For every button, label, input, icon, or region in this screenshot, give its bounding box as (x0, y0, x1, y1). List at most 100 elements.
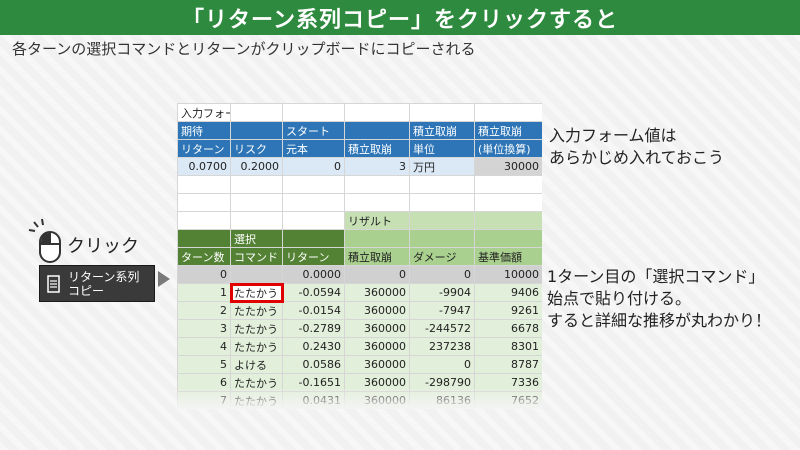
result-title: リザルト (344, 211, 410, 230)
table-cell[interactable]: -244572 (409, 319, 475, 338)
empty-cell (344, 193, 410, 212)
table-cell[interactable]: たたかう (230, 301, 283, 320)
form-value-cell[interactable]: 0.0700 (177, 157, 231, 176)
form-header-cell: 積立取崩 (474, 121, 542, 140)
table-cell[interactable]: -9904 (409, 283, 475, 302)
table-cell[interactable]: 9406 (474, 283, 542, 302)
form-value-cell[interactable]: 万円 (409, 157, 475, 176)
table-cell[interactable]: 360000 (344, 355, 410, 374)
form-value-cell[interactable]: 30000 (474, 157, 542, 176)
form-header-cell: 単位 (409, 139, 475, 158)
form-header-cell: 積立取崩 (409, 121, 475, 140)
table-cell[interactable]: 8787 (474, 355, 542, 374)
table-row: 5 よける 0.0586 360000 0 8787 (177, 355, 542, 374)
empty-cell (282, 211, 345, 230)
table-cell[interactable]: 0 (177, 265, 231, 284)
table-cell[interactable]: たたかう (230, 337, 283, 356)
arrow-right-icon (158, 271, 170, 287)
table-cell[interactable]: 2 (177, 301, 231, 320)
document-icon (40, 274, 68, 294)
table-cell[interactable]: -7947 (409, 301, 475, 320)
form-value-cell[interactable]: 0.2000 (230, 157, 283, 176)
table-cell[interactable]: 6678 (474, 319, 542, 338)
table-cell[interactable]: よける (230, 355, 283, 374)
empty-cell (474, 229, 542, 248)
result-title-row: リザルト (177, 211, 542, 230)
click-label: クリック (67, 236, 139, 257)
result-header-row: ターン数 コマンド リターン 積立取崩 ダメージ 基準価額 (177, 247, 542, 266)
empty-cell (344, 175, 410, 194)
result-header-cell: 選択 (230, 229, 283, 248)
empty-cell (409, 103, 475, 122)
table-cell[interactable]: 3 (177, 319, 231, 338)
result-header-cell: ダメージ (409, 247, 475, 266)
table-row: 1 たたかう -0.0594 360000 -9904 9406 (177, 282, 542, 303)
spreadsheet-table: 入力フォーム値期待スタート積立取崩積立取崩リターンリスク元本積立取崩単位(単位換… (177, 103, 542, 409)
empty-cell (344, 103, 410, 122)
empty-cell (177, 193, 231, 212)
selected-start-cell[interactable]: たたかう (229, 282, 284, 303)
empty-cell (177, 211, 231, 230)
empty-cell (230, 211, 283, 230)
empty-cell (282, 103, 345, 122)
spreadsheet-view: 入力フォーム値期待スタート積立取崩積立取崩リターンリスク元本積立取崩単位(単位換… (177, 103, 542, 409)
empty-cell (177, 229, 231, 248)
empty-cell (409, 229, 475, 248)
table-cell[interactable]: 360000 (344, 319, 410, 338)
result-header-cell: 基準価額 (474, 247, 542, 266)
page-title: 「リターン系列コピー」をクリックすると (0, 0, 800, 35)
table-cell[interactable]: 360000 (344, 301, 410, 320)
form-title-row: 入力フォーム値 (177, 103, 542, 122)
blank-row (177, 193, 542, 212)
table-cell[interactable]: 4 (177, 337, 231, 356)
table-cell[interactable]: 0.0000 (282, 265, 345, 284)
form-header-cell: リターン (177, 139, 231, 158)
result-header-cell: コマンド (230, 247, 283, 266)
blank-row (177, 175, 542, 194)
form-header-row: 期待 スタート 積立取崩 積立取崩 (177, 121, 542, 140)
table-cell[interactable]: 237238 (409, 337, 475, 356)
table-cell[interactable]: たたかう (230, 319, 283, 338)
table-cell[interactable]: 360000 (344, 283, 410, 302)
result-header-row-top: 選択 (177, 229, 542, 248)
table-cell[interactable]: 0.2430 (282, 337, 345, 356)
table-row: 4 たたかう 0.2430 360000 237238 8301 (177, 337, 542, 356)
input-note: 入力フォーム値は あらかじめ入れておこう (549, 126, 725, 167)
table-cell[interactable]: -0.0594 (282, 283, 345, 302)
return-series-copy-button[interactable]: リターン系列 コピー (39, 265, 155, 302)
form-values-row: 0.0700 0.2000 0 3 万円 30000 (177, 157, 542, 176)
form-header-cell: 積立取崩 (344, 139, 410, 158)
empty-cell (177, 175, 231, 194)
empty-cell (409, 211, 475, 230)
table-cell[interactable]: 360000 (344, 337, 410, 356)
mouse-icon (28, 218, 68, 268)
table-cell[interactable]: 5 (177, 355, 231, 374)
table-cell[interactable]: -0.0154 (282, 301, 345, 320)
table-cell[interactable]: 0 (409, 355, 475, 374)
empty-cell (409, 193, 475, 212)
table-cell[interactable]: 0.0586 (282, 355, 345, 374)
form-header-cell: 期待 (177, 121, 231, 140)
table-cell[interactable]: 10000 (474, 265, 542, 284)
table-cell[interactable]: 9261 (474, 301, 542, 320)
form-header-cell (344, 121, 410, 140)
empty-cell (474, 103, 542, 122)
empty-cell (282, 229, 345, 248)
table-cell[interactable]: 1 (177, 283, 231, 302)
empty-cell (230, 103, 283, 122)
copy-button-label: リターン系列 コピー (68, 269, 140, 298)
table-cell[interactable] (230, 265, 283, 284)
table-cell[interactable]: 0 (344, 265, 410, 284)
result-header-cell: ターン数 (177, 247, 231, 266)
table-cell[interactable]: 8301 (474, 337, 542, 356)
empty-cell (344, 229, 410, 248)
form-value-cell[interactable]: 0 (282, 157, 345, 176)
table-cell[interactable]: 0 (409, 265, 475, 284)
form-header-cell: リスク (230, 139, 283, 158)
form-value-cell[interactable]: 3 (344, 157, 410, 176)
result-note: 1ターン目の「選択コマンド」 始点で貼り付ける。 すると詳細な推移が丸わかり！ (547, 267, 772, 330)
form-title: 入力フォーム値 (177, 103, 231, 122)
table-cell[interactable]: -0.2789 (282, 319, 345, 338)
form-header-cell: 元本 (282, 139, 345, 158)
empty-cell (409, 175, 475, 194)
